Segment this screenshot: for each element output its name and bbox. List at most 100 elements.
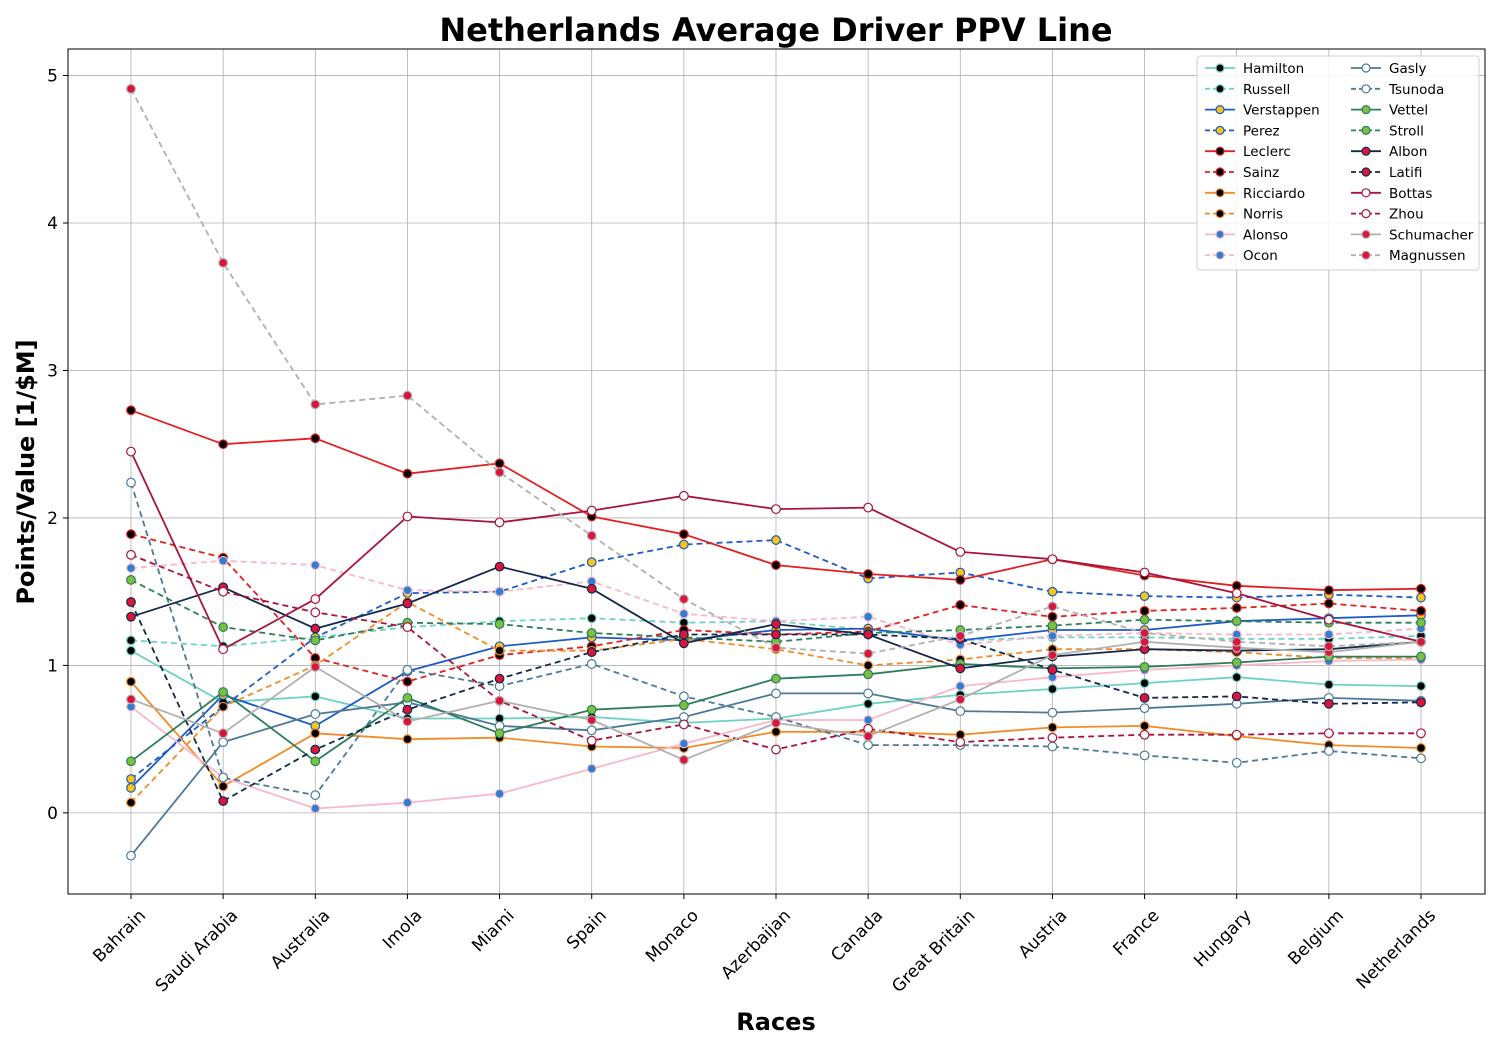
- data-point-tsunoda: [586, 659, 597, 669]
- data-point-albon: [955, 663, 966, 674]
- data-point-sainz: [402, 676, 413, 687]
- data-point-ricciardo: [402, 734, 413, 745]
- data-point-stroll: [494, 619, 505, 630]
- data-point-sainz: [1416, 605, 1426, 616]
- series-line-stroll: [130, 579, 1421, 643]
- data-point-schumacher: [494, 695, 505, 706]
- data-point-tsunoda: [863, 740, 874, 750]
- data-point-bottas: [863, 502, 874, 513]
- legend-swatch-marker: [1361, 229, 1371, 239]
- legend-swatch-marker: [1361, 125, 1371, 135]
- data-point-stroll: [586, 628, 597, 638]
- data-point-vettel: [586, 704, 597, 715]
- legend-swatch-marker: [1215, 229, 1225, 239]
- data-point-latifi: [586, 647, 597, 658]
- legend-label: Magnussen: [1389, 248, 1466, 264]
- data-point-schumacher: [678, 754, 689, 765]
- data-point-bottas: [1231, 588, 1242, 599]
- data-point-schumacher: [863, 731, 874, 742]
- data-point-hamilton: [310, 691, 321, 702]
- legend-item-gasly: Gasly: [1351, 61, 1427, 77]
- data-point-gasly: [1139, 703, 1150, 714]
- data-point-norris: [863, 660, 874, 671]
- legend-item-russell: Russell: [1205, 82, 1290, 98]
- data-point-sainz: [1231, 603, 1242, 613]
- data-point-gasly: [218, 737, 229, 748]
- data-point-hamilton: [863, 698, 874, 709]
- data-point-zhou: [678, 719, 689, 730]
- data-point-zhou: [771, 744, 781, 755]
- data-point-bottas: [955, 546, 966, 557]
- data-point-zhou: [1323, 728, 1334, 739]
- data-point-latifi: [1416, 697, 1426, 708]
- data-point-magnussen: [955, 631, 966, 641]
- data-point-tsunoda: [310, 790, 321, 801]
- series-tsunoda: [126, 477, 1426, 801]
- y-tick-label: 1: [47, 656, 58, 676]
- y-tick-label: 4: [47, 214, 58, 234]
- legend-item-ricciardo: Ricciardo: [1205, 186, 1305, 202]
- chart-title: Netherlands Average Driver PPV Line: [439, 11, 1112, 49]
- data-point-alonso: [863, 715, 874, 725]
- data-point-schumacher: [1047, 650, 1058, 660]
- data-point-ricciardo: [1139, 720, 1150, 731]
- data-point-leclerc: [126, 405, 136, 416]
- series-line-norris: [130, 601, 1421, 804]
- legend-swatch-marker: [1215, 84, 1225, 94]
- data-point-albon: [126, 611, 136, 622]
- data-point-russell: [586, 613, 597, 624]
- data-point-bottas: [771, 504, 781, 515]
- legend-swatch-marker: [1361, 104, 1371, 115]
- legend-label: Latifi: [1389, 165, 1422, 181]
- data-point-perez: [1047, 586, 1058, 597]
- data-point-vettel: [402, 692, 413, 703]
- legend-item-verstappen: Verstappen: [1205, 103, 1320, 119]
- legend-swatch-marker: [1361, 146, 1371, 156]
- data-point-gasly: [126, 850, 136, 861]
- data-point-sainz: [1139, 605, 1150, 616]
- x-tick-label-spain: Spain: [563, 906, 611, 954]
- legend-item-sainz: Sainz: [1205, 165, 1279, 181]
- data-point-tsunoda: [218, 772, 229, 783]
- data-point-tsunoda: [402, 664, 413, 675]
- data-point-zhou: [1047, 732, 1058, 743]
- data-point-albon: [494, 561, 505, 572]
- data-point-tsunoda: [1416, 753, 1426, 764]
- data-point-ocon: [126, 563, 136, 573]
- data-point-schumacher: [218, 728, 229, 739]
- data-point-stroll: [1231, 616, 1242, 627]
- data-point-magnussen: [310, 399, 321, 410]
- data-point-magnussen: [586, 530, 597, 541]
- data-point-ocon: [863, 611, 874, 622]
- data-point-alonso: [402, 797, 413, 808]
- data-point-latifi: [126, 597, 136, 607]
- legend-swatch-marker: [1361, 63, 1371, 73]
- legend-swatch-marker: [1215, 63, 1225, 73]
- data-point-stroll: [310, 635, 321, 646]
- data-point-latifi: [494, 673, 505, 684]
- data-point-schumacher: [402, 716, 413, 727]
- data-point-latifi: [1323, 698, 1334, 709]
- data-point-stroll: [1139, 614, 1150, 625]
- legend-label: Ricciardo: [1243, 186, 1305, 202]
- legend-item-magnussen: Magnussen: [1351, 248, 1466, 264]
- data-point-ricciardo: [1416, 743, 1426, 753]
- data-point-schumacher: [310, 661, 321, 672]
- legend-item-bottas: Bottas: [1351, 186, 1432, 202]
- data-point-sainz: [126, 529, 136, 540]
- y-axis-title: Points/Value [1/$M]: [12, 339, 40, 604]
- x-tick-label-great-britain: Great Britain: [888, 906, 979, 997]
- data-point-leclerc: [402, 468, 413, 479]
- series-lines: [126, 83, 1426, 861]
- data-point-tsunoda: [1231, 757, 1242, 768]
- series-leclerc: [126, 405, 1426, 596]
- legend: Hamilton Russell Verstappen Perez Leclerc Sai…: [1196, 55, 1480, 271]
- data-point-vettel: [1416, 651, 1426, 662]
- data-point-bottas: [1047, 554, 1058, 565]
- legend-label: Schumacher: [1389, 227, 1474, 243]
- data-point-hamilton: [1139, 678, 1150, 689]
- data-point-bottas: [218, 644, 229, 655]
- data-point-bottas: [1139, 567, 1150, 578]
- data-point-magnussen: [1416, 636, 1426, 647]
- data-point-vettel: [310, 756, 321, 767]
